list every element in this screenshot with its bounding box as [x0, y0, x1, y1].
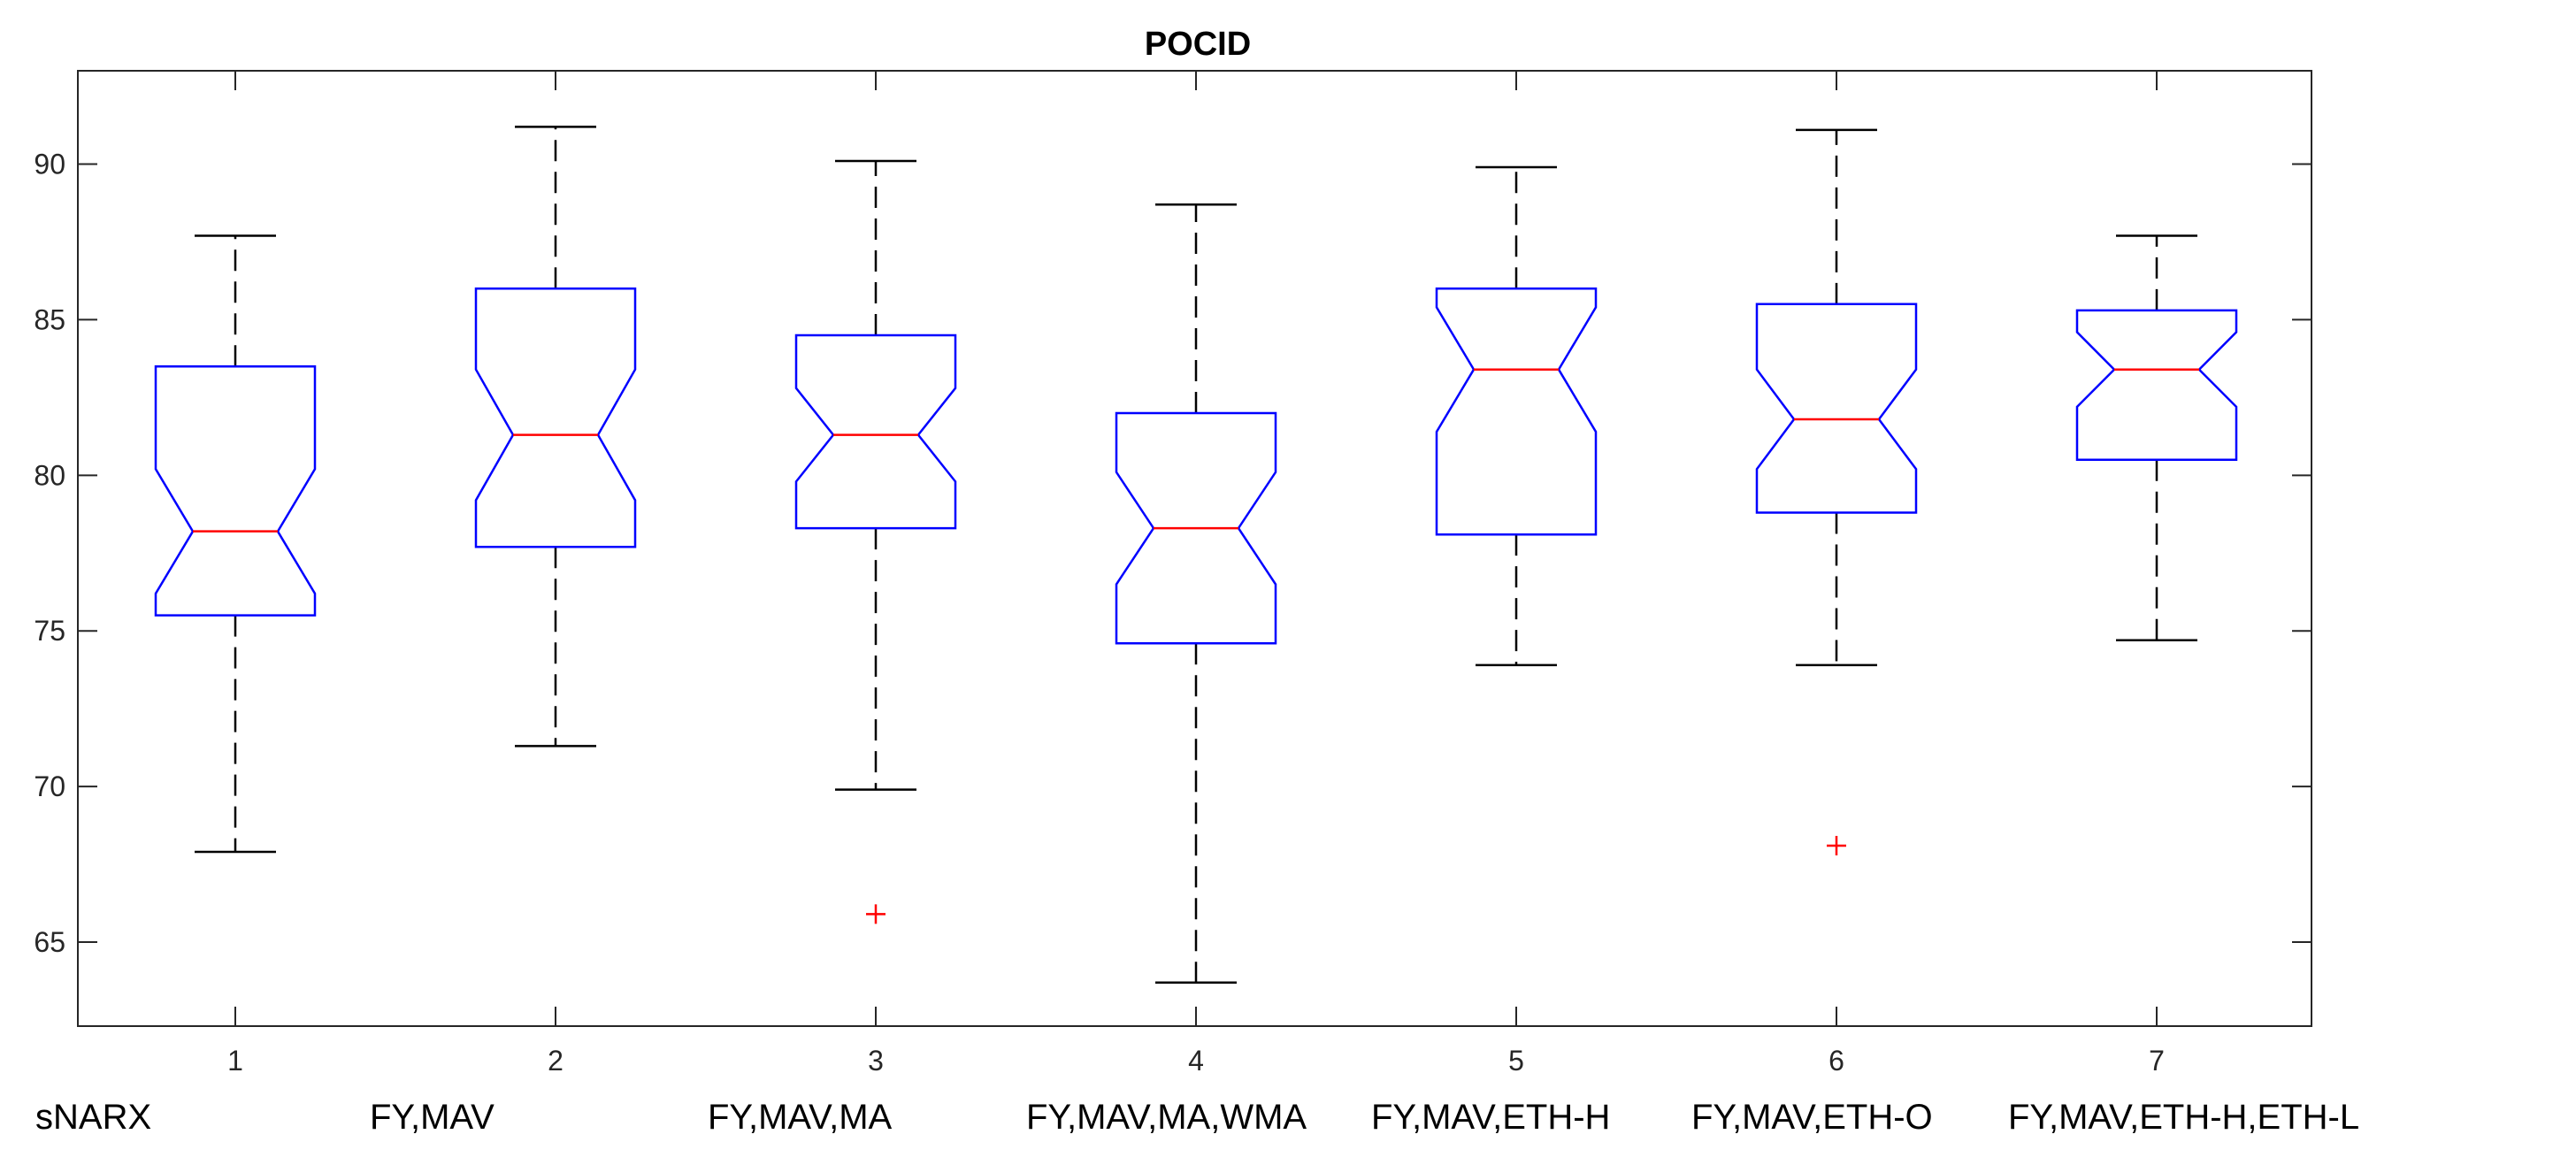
notched-box [154, 364, 317, 617]
y-axis: 65 70 75 80 85 90 [34, 149, 2312, 958]
outlier-marker [1827, 835, 1846, 855]
notched-box [1435, 287, 1598, 536]
plot-area [77, 70, 2312, 1027]
group-label: FY,MAV,MA,WMA [1026, 1098, 1307, 1137]
x-tick-label: 1 [227, 1045, 243, 1077]
group-labels: sNARX FY,MAV FY,MAV,MA FY,MAV,MA,WMA FY,MAV,… [35, 1098, 2359, 1137]
group-label: FY,MAV,ETH-O [1691, 1098, 1933, 1137]
notched-box [474, 287, 637, 548]
notched-box [1755, 303, 1918, 514]
y-tick-label: 70 [34, 770, 65, 802]
x-tick-label: 7 [2149, 1045, 2165, 1077]
box-group-6 [1755, 128, 1918, 855]
chart-title: POCID [1145, 26, 1251, 63]
box-group-1 [154, 234, 317, 854]
boxes-layer [154, 126, 2238, 984]
box-group-3 [794, 159, 957, 924]
y-tick-label: 85 [34, 303, 65, 335]
notched-box [2075, 309, 2238, 461]
x-tick-label: 2 [548, 1045, 564, 1077]
outlier-marker [866, 904, 886, 924]
notched-box [1115, 411, 1277, 645]
group-label: FY,MAV,MA [708, 1098, 893, 1137]
box-group-7 [2075, 234, 2238, 642]
group-label: FY,MAV [370, 1098, 494, 1137]
group-label: sNARX [35, 1098, 151, 1137]
x-tick-label: 4 [1188, 1045, 1204, 1077]
group-label: FY,MAV,ETH-H [1371, 1098, 1610, 1137]
x-tick-label: 6 [1828, 1045, 1844, 1077]
box-group-5 [1435, 165, 1598, 667]
x-tick-label: 3 [868, 1045, 884, 1077]
x-tick-label: 5 [1508, 1045, 1524, 1077]
y-tick-label: 90 [34, 149, 65, 180]
y-tick-label: 75 [34, 615, 65, 647]
box-group-2 [474, 126, 637, 747]
box-group-4 [1115, 203, 1277, 984]
group-label: FY,MAV,ETH-H,ETH-L [2008, 1098, 2359, 1137]
x-axis: 1 2 3 4 5 6 7 [227, 71, 2165, 1077]
notched-box [794, 333, 957, 530]
y-tick-label: 80 [34, 459, 65, 491]
y-tick-label: 65 [34, 926, 65, 958]
